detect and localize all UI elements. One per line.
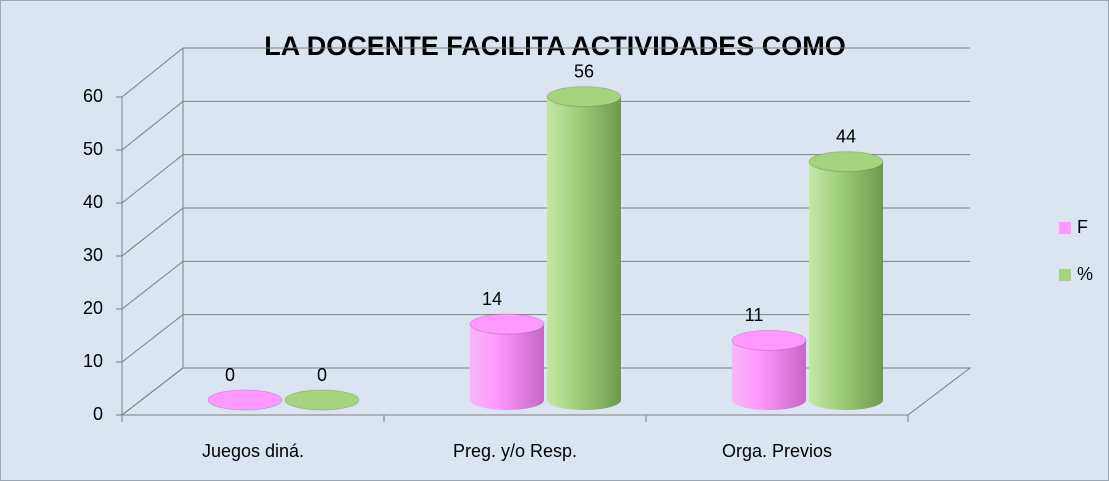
- cylinder-body: [547, 96, 621, 411]
- y-tick-label: 0: [93, 404, 103, 424]
- value-label: 11: [745, 305, 764, 325]
- y-tick-label: 60: [83, 86, 103, 106]
- grid-line: [121, 207, 184, 257]
- legend-label: F: [1077, 217, 1088, 237]
- cylinder-top: [808, 151, 884, 173]
- value-label: 0: [225, 365, 235, 385]
- value-label: 0: [317, 365, 327, 385]
- y-tick-label: 10: [83, 351, 103, 371]
- cylinder-top: [207, 389, 283, 411]
- grid-line: [121, 47, 184, 98]
- grid-line: [121, 260, 184, 310]
- legend-label: %: [1077, 264, 1093, 284]
- cylinder-body: [470, 324, 544, 410]
- y-tick-label: 30: [83, 245, 103, 265]
- legend-swatch: [1059, 222, 1071, 234]
- x-tick-label: Juegos diná.: [202, 441, 304, 461]
- y-tick-label: 20: [83, 298, 103, 318]
- value-label: 56: [574, 61, 594, 81]
- grid-line: [121, 100, 184, 151]
- grid-line: [121, 154, 184, 204]
- cylinder-body: [732, 340, 806, 410]
- x-tick-label: Preg. y/o Resp.: [453, 441, 577, 461]
- grid-line: [121, 367, 184, 416]
- chart-title: LA DOCENTE FACILITA ACTIVIDADES COMO: [264, 31, 846, 61]
- value-label: 14: [482, 289, 502, 309]
- cylinder-top: [284, 389, 360, 411]
- y-tick-label: 40: [83, 192, 103, 212]
- cylinder-top: [546, 86, 622, 108]
- value-label: 44: [836, 126, 856, 146]
- cylinder-top: [469, 313, 545, 335]
- x-tick-label: Orga. Previos: [722, 441, 832, 461]
- cylinder-body: [809, 161, 883, 410]
- cylinder-top: [731, 329, 807, 351]
- grid-line: [121, 314, 184, 363]
- y-tick-label: 50: [83, 139, 103, 159]
- legend-swatch: [1059, 269, 1071, 281]
